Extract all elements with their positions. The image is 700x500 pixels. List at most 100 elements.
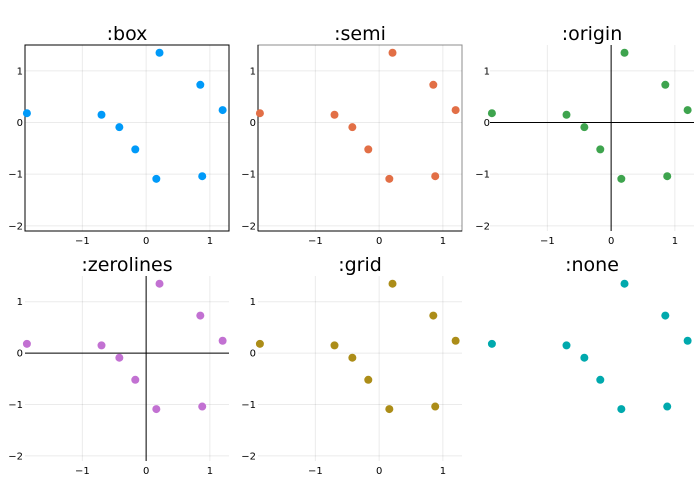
- x-tick-label: 0: [608, 236, 614, 247]
- y-tick-label: 0: [484, 118, 490, 129]
- x-tick-label: −1: [540, 236, 555, 247]
- data-point: [388, 48, 397, 57]
- data-point: [431, 402, 440, 411]
- data-point: [617, 405, 626, 414]
- x-tick-label: 0: [376, 236, 382, 247]
- data-point: [617, 174, 626, 183]
- data-point: [348, 353, 357, 362]
- data-point: [97, 341, 106, 350]
- data-point: [115, 123, 124, 132]
- x-tick-label: 1: [440, 236, 446, 247]
- data-point: [562, 341, 571, 350]
- data-point: [683, 106, 692, 115]
- y-tick-label: −2: [8, 221, 23, 232]
- data-point: [155, 279, 164, 288]
- x-tick-label: −1: [308, 236, 323, 247]
- data-point: [388, 279, 397, 288]
- x-tick-label: 0: [143, 466, 149, 477]
- x-tick-label: 0: [143, 236, 149, 247]
- subplot-title: :origin: [562, 23, 623, 45]
- data-point: [562, 110, 571, 119]
- data-point: [97, 110, 106, 119]
- data-point: [255, 109, 264, 118]
- x-tick-label: −1: [75, 466, 90, 477]
- data-point: [218, 106, 227, 115]
- grid: [25, 45, 229, 231]
- data-point: [596, 375, 605, 384]
- data-point: [196, 80, 205, 89]
- x-tick-label: 0: [376, 466, 382, 477]
- data-point: [429, 311, 438, 320]
- y-tick-label: 0: [250, 118, 256, 129]
- grid: [258, 276, 462, 461]
- y-tick-label: 0: [17, 349, 23, 360]
- data-point: [487, 109, 496, 118]
- data-point: [596, 145, 605, 154]
- data-point: [385, 174, 394, 183]
- data-point: [620, 48, 629, 57]
- data-point: [196, 311, 205, 320]
- data-point: [663, 172, 672, 181]
- data-point: [348, 123, 357, 132]
- subplot-title: :box: [107, 23, 148, 45]
- data-point: [131, 145, 140, 154]
- data-point: [620, 279, 629, 288]
- y-tick-label: −2: [8, 451, 23, 462]
- data-point: [152, 174, 161, 183]
- data-point: [663, 402, 672, 411]
- data-point: [198, 172, 207, 181]
- y-tick-label: −1: [475, 170, 490, 181]
- y-tick-label: 1: [250, 297, 256, 308]
- data-point: [683, 336, 692, 345]
- data-point: [198, 402, 207, 411]
- data-point: [580, 123, 589, 132]
- data-point: [364, 145, 373, 154]
- subplot-title: :semi: [334, 23, 386, 45]
- y-tick-label: −1: [8, 400, 23, 411]
- subplot-6: :none: [487, 254, 692, 414]
- data-point: [155, 48, 164, 57]
- data-point: [330, 110, 339, 119]
- data-point: [22, 109, 31, 118]
- subplot-3: :origin −1 0 1 −2 −1 0 1: [475, 23, 694, 247]
- y-tick-label: −2: [475, 221, 490, 232]
- data-point: [661, 80, 670, 89]
- axes-box-light: [257, 44, 463, 232]
- x-tick-label: 1: [440, 466, 446, 477]
- data-point: [152, 405, 161, 414]
- data-point: [364, 375, 373, 384]
- y-tick-label: 0: [250, 349, 256, 360]
- data-point: [451, 106, 460, 115]
- subplot-title: :grid: [338, 254, 382, 276]
- data-point: [429, 80, 438, 89]
- data-point: [218, 336, 227, 345]
- x-tick-label: 1: [672, 236, 678, 247]
- data-point: [330, 341, 339, 350]
- grid: [258, 45, 462, 231]
- data-point: [487, 339, 496, 348]
- subplot-4: :zerolines −1 0 1 −2 −1 0 1: [8, 254, 229, 477]
- data-point: [255, 339, 264, 348]
- subplot-1: :box −1 0 1 −2 −1 0 1: [8, 23, 230, 247]
- y-tick-label: 1: [250, 66, 256, 77]
- subplot-5: :grid −1 0 1 −2 −1 0 1: [241, 254, 462, 477]
- data-point: [115, 353, 124, 362]
- data-point: [431, 172, 440, 181]
- subplot-title: :zerolines: [81, 254, 172, 276]
- y-tick-label: −2: [241, 221, 256, 232]
- data-point: [451, 336, 460, 345]
- x-tick-label: −1: [308, 466, 323, 477]
- subplot-2: :semi −1 0 1 −2 −1 0 1: [241, 23, 463, 247]
- axes-box: [24, 44, 230, 232]
- y-tick-label: 0: [17, 118, 23, 129]
- data-point: [131, 375, 140, 384]
- subplot-title: :none: [565, 254, 619, 276]
- y-tick-label: −2: [241, 451, 256, 462]
- y-tick-label: 1: [484, 66, 490, 77]
- y-tick-label: −1: [8, 170, 23, 181]
- data-point: [580, 353, 589, 362]
- data-point: [661, 311, 670, 320]
- grid: [490, 45, 694, 231]
- x-tick-label: −1: [75, 236, 90, 247]
